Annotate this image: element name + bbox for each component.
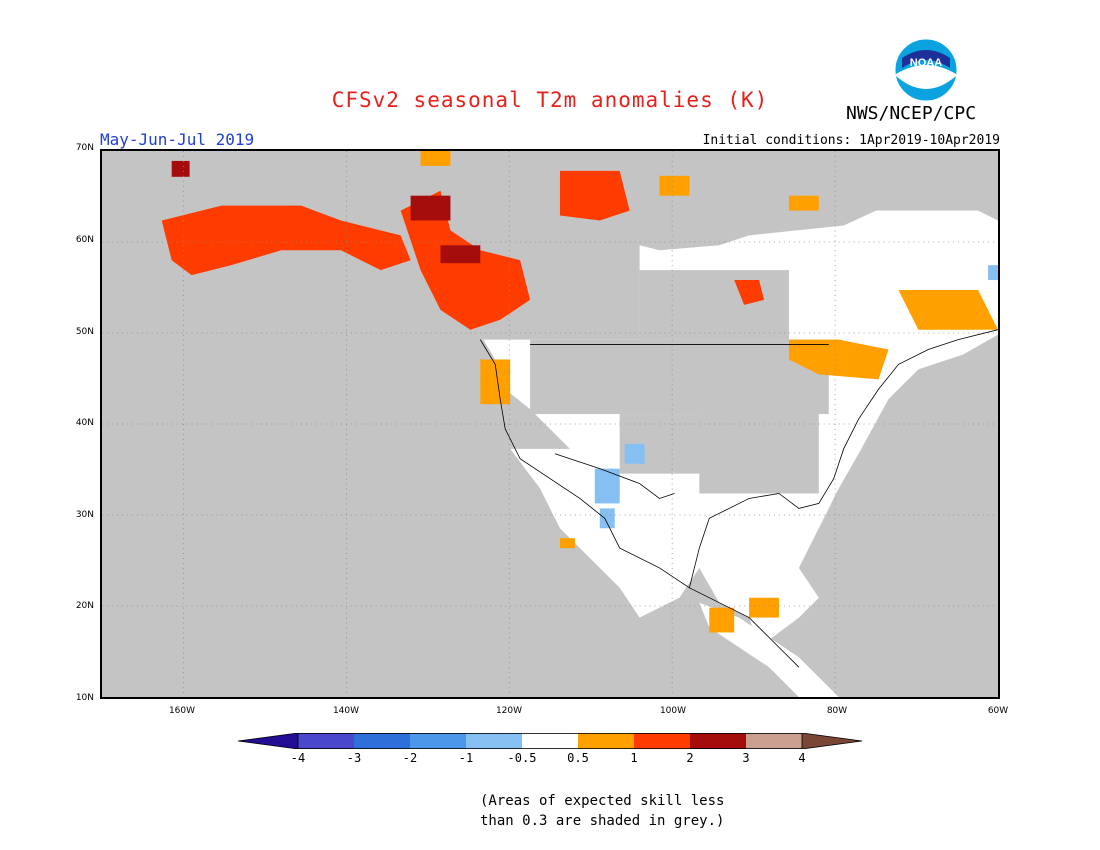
land-mexico: [510, 448, 700, 618]
legend-cap-high: [802, 733, 862, 749]
mask-us-northern: [530, 339, 829, 415]
legend-label: -1: [458, 751, 474, 765]
legend-label: 0.5: [567, 751, 589, 765]
legend-label: -4: [290, 751, 306, 765]
legend-bin: [578, 733, 634, 749]
anomaly-great-lakes: [788, 339, 889, 380]
anomaly-guatemala: [709, 607, 735, 633]
legend-bin: [746, 733, 802, 749]
anomaly-deep-2: [410, 195, 451, 221]
anomaly-cool-4: [988, 265, 998, 281]
anomaly-cool-1: [594, 468, 620, 504]
lat-label: 20N: [75, 601, 94, 611]
coastline: [479, 329, 998, 668]
mask-canada-central: [639, 270, 789, 340]
anomaly-orange-3: [788, 195, 819, 211]
lat-label: 40N: [75, 418, 94, 428]
legend-label: -3: [346, 751, 362, 765]
lon-label: 160W: [168, 706, 196, 716]
mild-warm-anomalies: [420, 151, 998, 633]
anomaly-map: [100, 149, 1000, 699]
lat-label: 50N: [75, 327, 94, 337]
anomaly-deep-1: [171, 160, 190, 177]
lon-label: 100W: [659, 706, 687, 716]
initial-conditions-label: Initial conditions: 1Apr2019-10Apr2019: [702, 133, 1000, 148]
lon-label: 140W: [332, 706, 360, 716]
legend-bin: [522, 733, 578, 749]
anomaly-caribbean: [749, 597, 779, 618]
anomaly-cool-2: [624, 443, 645, 464]
agency-label: NWS/NCEP/CPC: [846, 103, 977, 124]
lat-label: 60N: [75, 235, 94, 245]
lat-label: 10N: [75, 693, 94, 703]
national-borders: [530, 344, 829, 499]
lat-label: 30N: [75, 510, 94, 520]
legend-bin: [690, 733, 746, 749]
skill-note-line2: than 0.3 are shaded in grey.): [480, 813, 725, 829]
color-legend-bar: [238, 733, 863, 749]
legend-label: 2: [686, 751, 694, 765]
noaa-logo: NOAA: [894, 38, 958, 102]
anomaly-orange-1: [420, 151, 451, 166]
legend-bin: [466, 733, 522, 749]
legend-cap-low: [238, 733, 298, 749]
anomaly-hudson: [559, 170, 630, 221]
anomaly-quebec: [898, 289, 998, 330]
lon-label: 60W: [987, 706, 1009, 716]
lon-label: 80W: [826, 706, 848, 716]
legend-bin: [354, 733, 410, 749]
skill-note: (Areas of expected skill less than 0.3 a…: [480, 791, 724, 831]
anomaly-baja: [559, 538, 575, 549]
legend-bin: [410, 733, 466, 749]
season-label: May-Jun-Jul 2019: [100, 130, 255, 149]
legend-label: 3: [742, 751, 750, 765]
legend-bin: [298, 733, 354, 749]
lat-label: 70N: [75, 143, 94, 153]
graticule: [102, 151, 998, 697]
legend-label: -2: [402, 751, 418, 765]
legend-label: 1: [630, 751, 638, 765]
map-canvas: [102, 151, 998, 697]
skill-note-line1: (Areas of expected skill less: [480, 793, 725, 809]
legend-label: -0.5: [507, 751, 537, 765]
anomaly-orange-2: [659, 175, 690, 196]
mask-us-east: [699, 404, 819, 494]
anomaly-alaska: [161, 205, 411, 276]
legend-label: 4: [798, 751, 806, 765]
noaa-logo-text: NOAA: [910, 57, 942, 69]
deep-warm-anomalies: [171, 160, 481, 264]
anomaly-ontario: [734, 280, 765, 305]
legend-bin: [634, 733, 690, 749]
map-title: CFSv2 seasonal T2m anomalies (K): [331, 88, 769, 112]
anomaly-deep-3: [440, 245, 481, 264]
lon-label: 120W: [495, 706, 523, 716]
anomaly-cool-3: [599, 508, 615, 529]
